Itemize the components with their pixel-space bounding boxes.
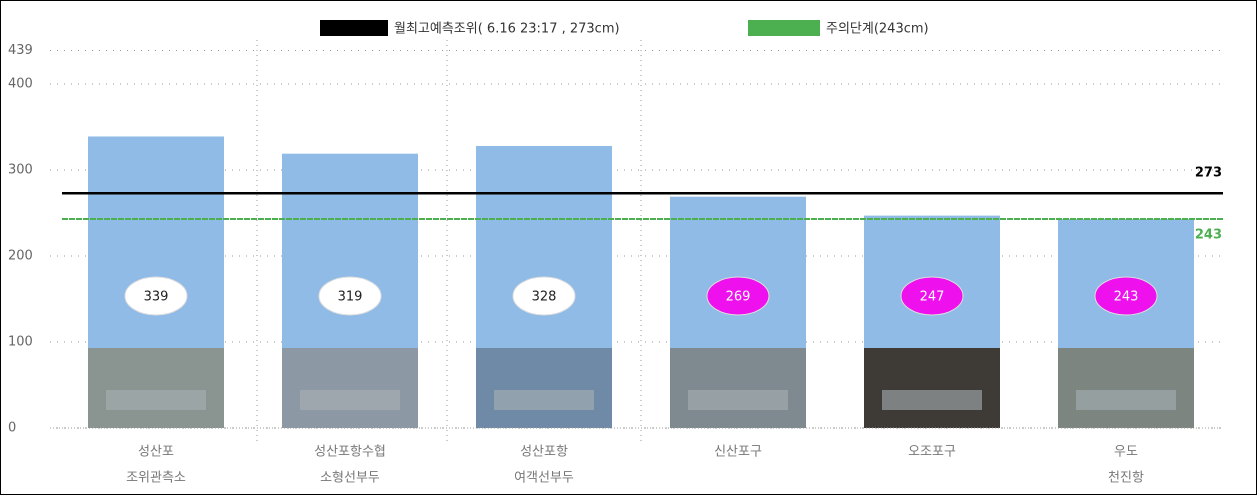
y-tick-label: 100 <box>8 335 33 350</box>
legend-label: 월최고예측조위( 6.16 23:17 , 273cm) <box>394 22 620 37</box>
y-tick-label: 439 <box>8 43 33 58</box>
value-label: 328 <box>532 290 557 305</box>
value-bubble <box>706 276 770 316</box>
photo-detail <box>106 390 206 410</box>
photo-detail <box>882 390 982 410</box>
value-bubble <box>512 276 576 316</box>
x-tick-label: 성산포 <box>138 445 174 460</box>
value-label: 269 <box>726 290 751 305</box>
photo <box>670 348 806 428</box>
x-tick-label: 천진항 <box>1108 471 1144 486</box>
x-tick-label: 소형선부두 <box>320 471 380 486</box>
legend-swatch <box>320 20 388 36</box>
value-bubble <box>318 276 382 316</box>
x-tick-label: 성산포항수협 <box>314 445 386 460</box>
photo-detail <box>1076 390 1176 410</box>
y-tick-label: 0 <box>8 421 16 436</box>
photo-detail <box>494 390 594 410</box>
value-bubble <box>1094 276 1158 316</box>
x-tick-label: 여객선부두 <box>514 471 574 486</box>
value-bubble <box>900 276 964 316</box>
x-tick-label: 오조포구 <box>908 445 956 460</box>
photo-detail <box>300 390 400 410</box>
value-label: 319 <box>338 290 363 305</box>
x-tick-label: 신산포구 <box>714 445 762 460</box>
photo <box>1058 348 1194 428</box>
reference-label: 243 <box>1195 228 1222 243</box>
legend-label: 주의단계(243cm) <box>826 22 929 37</box>
photo-detail <box>688 390 788 410</box>
value-label: 247 <box>920 290 945 305</box>
y-tick-label: 200 <box>8 249 33 264</box>
photo <box>476 348 612 428</box>
y-tick-label: 300 <box>8 163 33 178</box>
photo <box>282 348 418 428</box>
reference-label: 273 <box>1195 166 1222 181</box>
value-label: 243 <box>1114 290 1139 305</box>
x-tick-label: 조위관측소 <box>126 471 186 486</box>
photo <box>864 348 1000 428</box>
x-tick-label: 성산포항 <box>520 445 568 460</box>
x-tick-label: 우도 <box>1114 445 1138 460</box>
value-bubble <box>124 276 188 316</box>
legend-swatch <box>748 20 820 36</box>
value-label: 339 <box>144 290 169 305</box>
y-tick-label: 400 <box>8 77 33 92</box>
photo <box>88 348 224 428</box>
